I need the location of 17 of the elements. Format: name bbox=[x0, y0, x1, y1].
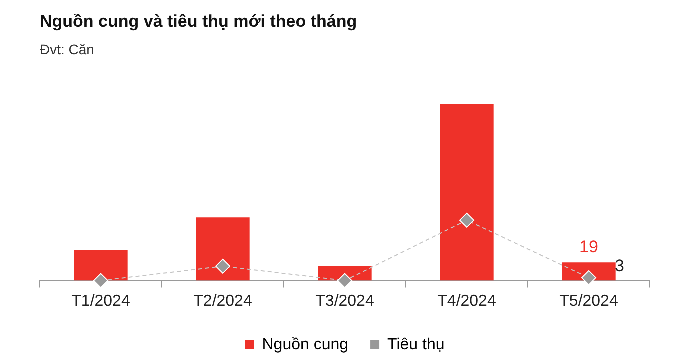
point bbox=[338, 273, 352, 288]
x-tick-label: T2/2024 bbox=[194, 292, 252, 310]
data-label: 19 bbox=[580, 237, 598, 256]
chart-title: Nguồn cung và tiêu thụ mới theo tháng bbox=[40, 12, 358, 31]
x-tick-label: T1/2024 bbox=[72, 292, 130, 310]
chart-subtitle: Đvt: Căn bbox=[40, 42, 94, 58]
point bbox=[94, 273, 108, 288]
x-tick-label: T3/2024 bbox=[316, 292, 374, 310]
legend-label: Nguồn cung bbox=[262, 336, 349, 354]
point bbox=[216, 258, 230, 274]
x-tick-label: T4/2024 bbox=[438, 292, 496, 310]
point bbox=[460, 212, 474, 228]
bar bbox=[440, 104, 494, 281]
legend-label: Tiêu thụ bbox=[388, 336, 445, 354]
bar bbox=[196, 218, 250, 281]
bar bbox=[74, 250, 128, 281]
x-tick-label: T5/2024 bbox=[560, 292, 618, 310]
